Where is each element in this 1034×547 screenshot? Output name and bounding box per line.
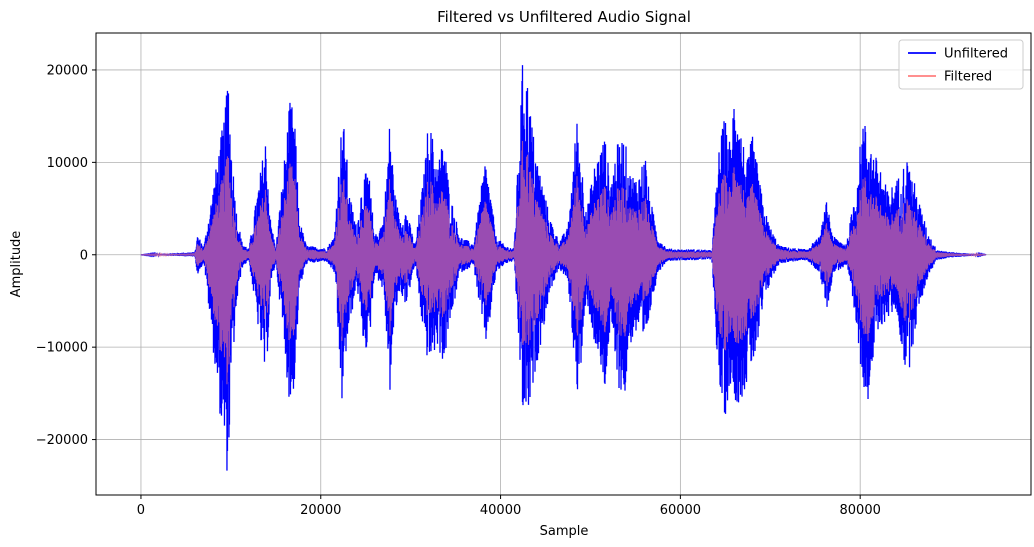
x-tick-label: 40000 [480,503,521,518]
x-tick-label: 80000 [840,503,881,518]
axis-ticks: 0 20000 40000 60000 80000 −20000 −10000 0 10000 2… [36,63,881,518]
plot-frame [95,32,1032,496]
x-tick-label: 0 [137,503,145,518]
x-tick-label: 20000 [300,503,341,518]
legend-label-unfiltered: Unfiltered [944,47,1008,62]
chart-title: Filtered vs Unfiltered Audio Signal [437,8,691,26]
y-tick-label: 0 [80,248,88,263]
legend: Unfiltered Filtered [898,39,1024,90]
plot-area [140,65,987,471]
x-axis-label: Sample [540,524,589,539]
y-axis-label: Amplitude [9,231,24,298]
y-tick-label: 20000 [47,63,88,78]
legend-label-filtered: Filtered [944,70,992,85]
y-tick-label: −20000 [36,433,88,448]
x-tick-label: 60000 [660,503,701,518]
series-line-filtered [140,141,987,385]
y-tick-label: −10000 [36,341,88,356]
y-tick-label: 10000 [47,156,88,171]
